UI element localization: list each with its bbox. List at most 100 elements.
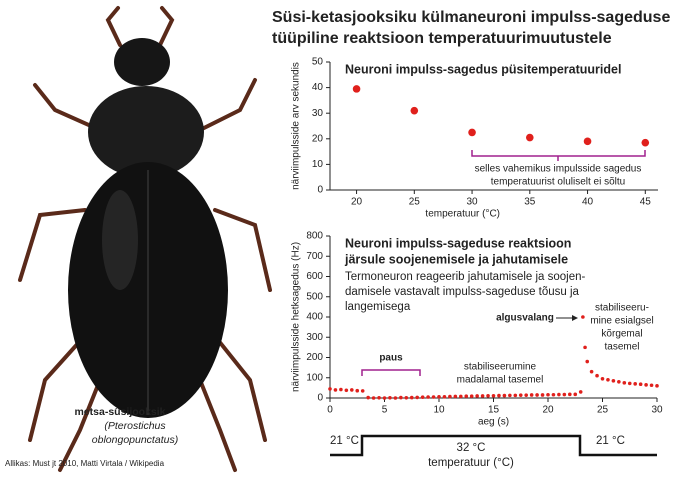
data-point xyxy=(475,394,479,398)
temperature-axis-label: temperatuur (°C) xyxy=(428,457,514,469)
data-point xyxy=(581,315,585,319)
description: langemisega xyxy=(345,301,411,313)
x-tick-label: 15 xyxy=(488,405,500,416)
data-point xyxy=(627,381,632,386)
data-point xyxy=(540,393,545,397)
x-tick-label: 20 xyxy=(351,197,363,208)
data-point xyxy=(448,394,452,399)
data-point xyxy=(426,395,430,399)
data-point xyxy=(459,394,463,399)
y-tick-label: 600 xyxy=(306,271,323,282)
data-point xyxy=(638,382,643,387)
y-tick-label: 800 xyxy=(306,231,323,242)
data-point xyxy=(513,393,518,398)
y-tick-label: 30 xyxy=(312,108,324,119)
data-point xyxy=(600,376,605,381)
data-point xyxy=(641,138,650,147)
x-tick-label: 35 xyxy=(524,197,536,208)
data-point xyxy=(551,392,556,397)
data-point xyxy=(497,393,501,398)
x-tick-label: 0 xyxy=(327,405,333,416)
data-point xyxy=(568,392,572,397)
data-point xyxy=(502,393,507,398)
data-point xyxy=(491,393,496,398)
data-point xyxy=(606,377,610,382)
x-tick-label: 20 xyxy=(542,405,554,416)
data-point xyxy=(350,388,354,392)
annotation: stabiliseeru- xyxy=(595,303,649,314)
data-point xyxy=(617,380,621,384)
data-point xyxy=(583,137,592,146)
annotation: mine esialgsel xyxy=(590,316,653,327)
data-point xyxy=(344,388,349,393)
data-point xyxy=(442,394,447,399)
annotation: paus xyxy=(379,353,403,364)
data-point xyxy=(611,378,616,383)
y-tick-label: 20 xyxy=(312,133,324,144)
y-tick-label: 40 xyxy=(312,82,324,93)
data-point xyxy=(633,382,637,386)
data-point xyxy=(377,395,381,400)
x-tick-label: 30 xyxy=(466,197,478,208)
data-point xyxy=(535,393,539,397)
bracket xyxy=(361,369,421,376)
annotation: madalamal tasemel xyxy=(457,375,544,386)
data-point xyxy=(360,389,365,393)
data-point xyxy=(464,394,469,398)
y-tick-label: 300 xyxy=(306,332,323,343)
data-point xyxy=(399,395,403,400)
x-tick-label: 25 xyxy=(409,197,421,208)
data-point xyxy=(529,393,534,397)
x-tick-label: 30 xyxy=(651,405,663,416)
temperature-label: 21 °C xyxy=(596,435,625,447)
chart-title: Neuroni impulss-sageduse reaktsioon xyxy=(345,236,571,250)
y-tick-label: 100 xyxy=(306,372,323,383)
y-tick-label: 700 xyxy=(306,251,323,262)
y-tick-label: 0 xyxy=(317,185,323,196)
data-point xyxy=(546,392,550,397)
photo-caption: metsa-süsijooksik xyxy=(74,406,165,418)
y-tick-label: 10 xyxy=(312,159,324,170)
data-point xyxy=(352,85,361,93)
data-point xyxy=(655,384,659,388)
data-point xyxy=(585,359,590,364)
x-axis-label: temperatuur (°C) xyxy=(425,209,500,220)
x-tick-label: 40 xyxy=(582,197,594,208)
data-point xyxy=(526,133,534,142)
title-line: tüüpiline reaktsioon temperatuurimuutust… xyxy=(272,30,612,47)
annotation: stabiliseerumine xyxy=(464,362,537,373)
x-tick-label: 5 xyxy=(382,405,388,416)
data-point xyxy=(453,394,458,399)
data-point xyxy=(486,393,490,398)
data-point xyxy=(508,393,512,398)
credit: Allikas: Must jt 2010, Matti Virtala / W… xyxy=(5,459,165,468)
description: damisele vastavalt impulss-sageduse tõus… xyxy=(345,286,580,298)
bracket xyxy=(471,150,646,161)
chart-title: Neuroni impulss-sagedus püsitemperatuuri… xyxy=(345,62,621,76)
data-point xyxy=(371,396,376,400)
data-point xyxy=(328,387,332,391)
beetle-photo xyxy=(18,6,272,472)
data-point xyxy=(437,394,441,399)
annotation: tasemel xyxy=(604,342,639,353)
data-point xyxy=(524,393,528,397)
data-point xyxy=(393,396,398,400)
data-point xyxy=(339,387,343,392)
arrow-head xyxy=(572,315,578,321)
y-tick-label: 200 xyxy=(306,352,323,363)
annotation: kõrgemal xyxy=(601,329,642,340)
y-tick-label: 0 xyxy=(317,393,323,404)
temperature-step-line xyxy=(330,434,657,457)
title-line: Süsi-ketasjooksiku külmaneuroni impulss-… xyxy=(272,9,670,26)
annotation: selles vahemikus impulsside sagedus xyxy=(475,164,642,175)
data-point xyxy=(573,392,578,397)
y-axis-label: närviimpulsside hetksagedus (Hz) xyxy=(291,242,302,392)
data-point xyxy=(595,373,599,378)
data-point xyxy=(622,381,627,385)
data-point xyxy=(404,395,409,400)
data-point xyxy=(415,395,420,400)
data-point xyxy=(578,390,583,394)
data-point xyxy=(518,393,523,397)
y-axis-label: närviimpulsside arv sekundis xyxy=(291,62,302,190)
data-point xyxy=(469,394,474,398)
